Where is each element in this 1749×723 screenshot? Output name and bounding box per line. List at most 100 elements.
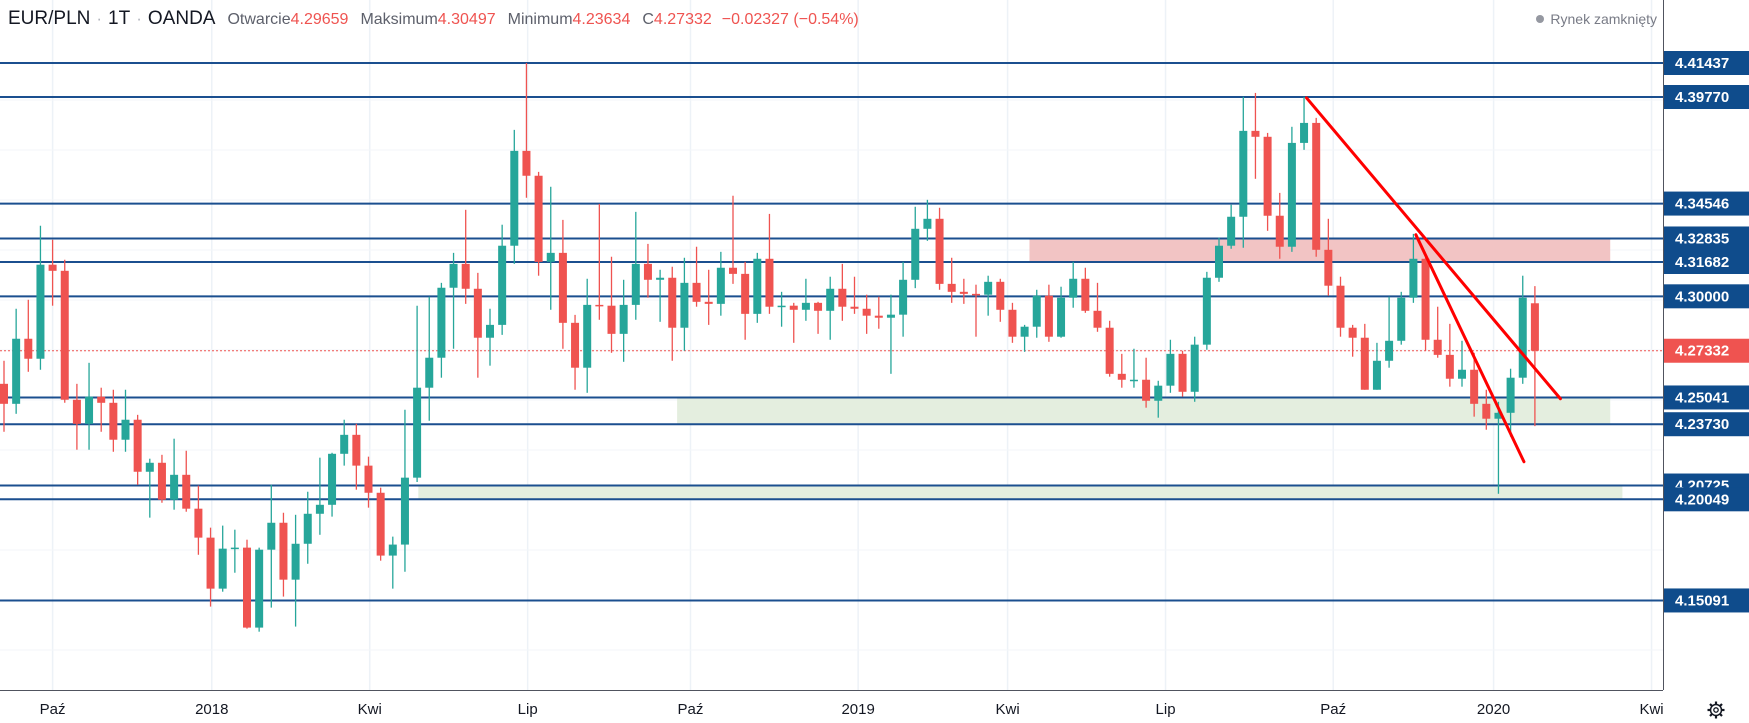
candle (1348, 324, 1357, 357)
candle-body (121, 419, 130, 440)
candle (1154, 380, 1163, 418)
candle (777, 291, 786, 327)
trendline (1304, 96, 1562, 401)
candle (1470, 352, 1479, 417)
candle-body (1360, 337, 1369, 390)
price-label-box (1664, 51, 1749, 75)
candle-body (486, 324, 494, 338)
candle-body (376, 492, 385, 556)
candle (753, 252, 762, 323)
candle (1506, 368, 1515, 437)
time-label: Paź (1320, 701, 1346, 718)
candle-body (1251, 130, 1260, 137)
candle-body (267, 522, 276, 550)
interval[interactable]: 1T (108, 8, 131, 29)
candle (558, 219, 567, 349)
candle-body (1385, 340, 1394, 361)
price-label: 4.25041 (1675, 389, 1729, 406)
candle-body (1117, 373, 1126, 380)
price-label-box (1664, 385, 1749, 410)
candle-body (437, 287, 446, 358)
candle (364, 456, 373, 508)
trendline (1414, 233, 1526, 464)
candle (947, 257, 956, 303)
candle (48, 239, 57, 306)
candle-body (1372, 360, 1381, 390)
candle-body (413, 387, 422, 478)
candle-body (24, 338, 33, 359)
candle (1227, 204, 1236, 249)
candle-body (753, 258, 762, 314)
candle (522, 62, 531, 198)
candle-body (1202, 277, 1211, 345)
candle-body (801, 302, 810, 310)
candle (97, 387, 106, 432)
chart-legend: EUR/PLN · 1T · OANDA Otwarcie 4.29659 Mak… (8, 8, 859, 30)
candle (1433, 306, 1442, 358)
price-label-box (1664, 284, 1749, 309)
candle-body (36, 264, 45, 359)
candle (400, 409, 409, 572)
candle (1494, 401, 1503, 494)
candle (1215, 237, 1223, 282)
candle-body (814, 302, 823, 311)
price-label-box (1664, 487, 1749, 512)
candle (145, 458, 154, 518)
market-status: Rynek zamknięty (1536, 11, 1657, 27)
candle (303, 491, 312, 564)
candle-body (1482, 403, 1491, 419)
candle-body (826, 288, 835, 311)
candle (1445, 323, 1454, 387)
candle (789, 302, 798, 343)
change-value: −0.02327 (−0.54%) (721, 11, 859, 28)
candle-body (400, 477, 409, 545)
candle (352, 423, 361, 490)
candle-body (704, 301, 713, 304)
candle (838, 263, 847, 321)
candle-body (1530, 303, 1539, 351)
candle-body (364, 465, 373, 493)
low-value: 4.23634 (572, 11, 631, 28)
candle (1287, 126, 1296, 252)
candle-body (935, 218, 944, 284)
candle-body (388, 544, 397, 556)
symbol[interactable]: EUR/PLN (8, 8, 91, 29)
candle (255, 547, 264, 632)
candle-body (1263, 136, 1272, 216)
candle (680, 257, 689, 351)
gear-icon[interactable] (1706, 700, 1726, 720)
time-label: 2018 (195, 701, 228, 718)
time-label: 2020 (1477, 701, 1510, 718)
trendlines (1304, 96, 1562, 464)
candle-body (972, 293, 980, 296)
status-dot-icon (1536, 15, 1545, 23)
candle (1166, 339, 1175, 393)
candle-body (230, 547, 239, 550)
candle-body (595, 304, 604, 307)
candle-body (97, 396, 106, 403)
candle (182, 450, 191, 512)
price-label: 4.31682 (1675, 254, 1729, 271)
candle (534, 171, 543, 276)
last-price-label: 4.27332 (1675, 343, 1729, 360)
candle-body (510, 150, 519, 246)
candle (741, 261, 750, 340)
candle-body (668, 277, 677, 328)
candle (291, 514, 300, 627)
candle (595, 203, 604, 320)
price-label-box (1664, 85, 1749, 110)
candle-body (1129, 379, 1138, 382)
time-axis[interactable] (0, 690, 1663, 723)
candle (1178, 350, 1187, 397)
candle-body (874, 315, 883, 318)
candle (814, 301, 823, 334)
candle (24, 299, 33, 372)
candle (899, 261, 908, 337)
candle (1142, 357, 1151, 408)
candle-body (1057, 297, 1066, 337)
candle-body (1433, 339, 1442, 355)
candle-body (206, 537, 215, 589)
candle (473, 272, 482, 378)
candle (461, 209, 470, 304)
